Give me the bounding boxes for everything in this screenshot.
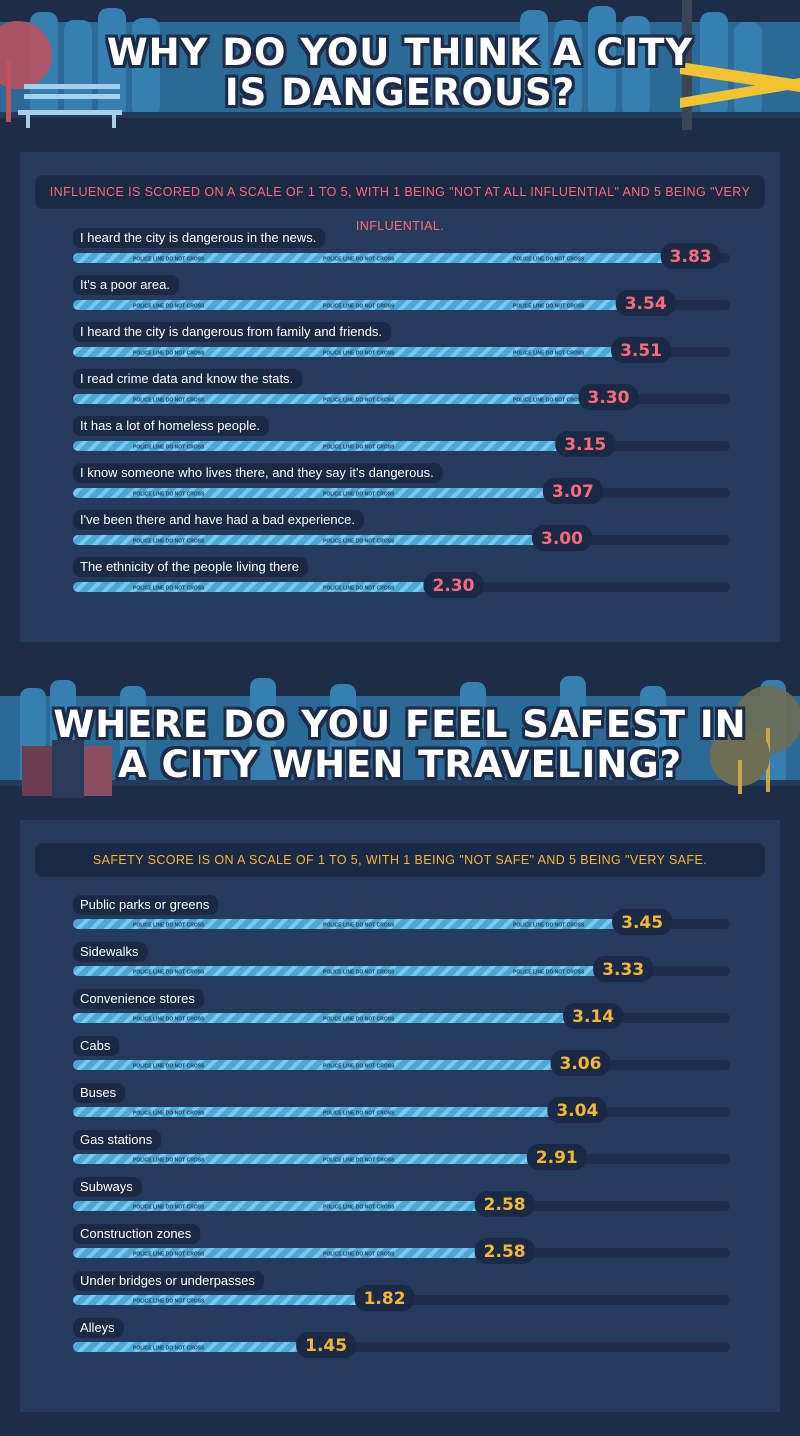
section1-subtitle: INFLUENCE IS SCORED ON A SCALE OF 1 TO 5…: [35, 175, 765, 233]
section2-title-line1: WHERE DO YOU FEEL SAFEST IN: [53, 703, 747, 746]
chart-panel-2: [20, 820, 780, 1412]
section1-title-line2: IS DANGEROUS?: [224, 71, 576, 114]
bench-icon: [18, 84, 122, 128]
fence-illustration-1: [0, 0, 800, 130]
tree-icon: [0, 21, 52, 89]
section1-title-line1: WHY DO YOU THINK A CITY: [106, 31, 694, 74]
tree-icon: [710, 726, 770, 786]
trash-can-icon: [22, 740, 112, 798]
section2-title-line2: A CITY WHEN TRAVELING?: [117, 743, 683, 786]
section2-subtitle: SAFETY SCORE IS ON A SCALE OF 1 TO 5, WI…: [35, 843, 765, 877]
fence-illustration-2: [0, 668, 800, 798]
section1-title: WHY DO YOU THINK A CITY IS DANGEROUS?: [0, 33, 800, 113]
header-band-1: [0, 0, 800, 130]
police-tape-icon: [680, 62, 800, 108]
section2-title: WHERE DO YOU FEEL SAFEST IN A CITY WHEN …: [0, 705, 800, 785]
header-band-2: [0, 668, 800, 798]
